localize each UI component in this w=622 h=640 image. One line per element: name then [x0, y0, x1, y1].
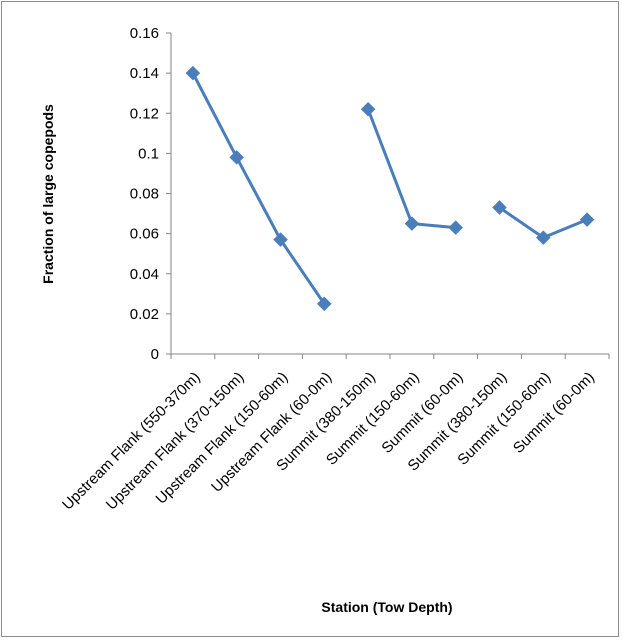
data-point	[535, 230, 551, 245]
data-point	[273, 232, 288, 247]
data-point	[404, 216, 420, 231]
series-lines	[191, 72, 588, 305]
data-point	[492, 200, 507, 215]
x-tick-labels: Upstream Flank (550-370m)Upstream Flank …	[59, 369, 598, 514]
y-tick-labels: 0 0.02 0.04 0.06 0.08 0.1 0.12 0.14 0.16	[130, 25, 159, 363]
y-tick-label: 0.02	[130, 306, 159, 323]
data-point	[579, 212, 595, 227]
series-line-2	[366, 108, 456, 230]
y-tick-label: 0.14	[130, 65, 159, 82]
y-tick-label: 0.1	[138, 145, 159, 162]
data-point	[185, 65, 201, 81]
data-point	[229, 150, 245, 165]
y-tick-label: 0.16	[130, 25, 159, 42]
y-tick-label: 0.12	[130, 105, 159, 122]
series-points	[185, 65, 595, 312]
y-tick-label: 0	[151, 346, 159, 363]
data-point	[316, 296, 332, 312]
y-tick-label: 0.06	[130, 226, 159, 243]
x-tick-label: Summit (60-0m)	[510, 369, 598, 457]
axes	[166, 32, 610, 359]
y-axis-title: Fraction of large copepods	[40, 104, 56, 284]
x-axis-title: Station (Tow Depth)	[321, 599, 452, 615]
series-line-1	[191, 72, 326, 305]
data-point	[360, 101, 376, 117]
data-point	[448, 220, 464, 235]
y-tick-label: 0.08	[130, 186, 159, 203]
y-tick-label: 0.04	[130, 266, 159, 283]
